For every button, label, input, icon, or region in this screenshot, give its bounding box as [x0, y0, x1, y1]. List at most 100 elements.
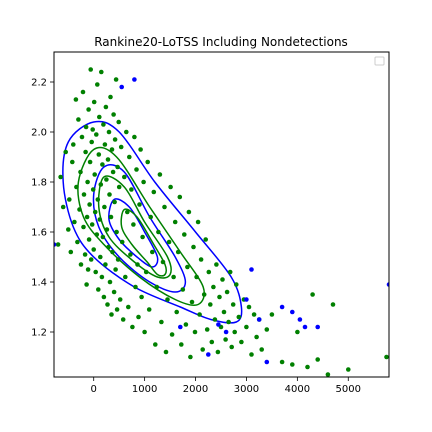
data-point [165, 297, 170, 302]
data-point [192, 329, 198, 335]
data-point [111, 289, 117, 295]
data-point [117, 297, 123, 302]
data-point [109, 147, 115, 152]
data-point [138, 147, 143, 152]
data-point [96, 287, 101, 292]
data-point [124, 129, 129, 135]
data-point [223, 329, 229, 335]
y-axis: 1.2 1.4 1.6 1.8 2.0 2.2 [31, 78, 54, 339]
data-point [119, 239, 125, 245]
data-point [67, 197, 72, 202]
data-point [102, 142, 108, 147]
data-point [251, 312, 257, 317]
data-point [175, 249, 181, 255]
data-point [254, 334, 259, 340]
data-point [92, 209, 98, 215]
data-point [84, 214, 90, 220]
data-point [186, 209, 192, 215]
data-point [204, 327, 210, 332]
y-tick-label: 1.2 [31, 328, 47, 339]
data-point [310, 292, 315, 297]
data-point [249, 352, 254, 357]
data-point [141, 179, 146, 185]
data-point [77, 207, 82, 212]
data-point [111, 112, 116, 117]
data-point [185, 264, 190, 270]
data-point [94, 232, 100, 237]
data-point [54, 242, 57, 247]
data-point [208, 302, 213, 307]
data-point [105, 157, 111, 162]
data-point [118, 144, 124, 150]
data-point [239, 339, 244, 345]
data-point [217, 294, 222, 300]
contour-lines [62, 120, 243, 324]
data-point [163, 349, 169, 355]
data-point [160, 259, 166, 265]
data-point [279, 304, 285, 310]
data-point [295, 329, 300, 335]
data-point [200, 347, 205, 352]
data-point [156, 229, 161, 235]
data-point [168, 184, 173, 190]
data-point [189, 299, 195, 305]
data-point [66, 227, 71, 232]
data-point [83, 149, 88, 155]
data-point [94, 132, 99, 137]
data-point [131, 222, 136, 227]
data-point [97, 114, 102, 120]
data-point [78, 169, 83, 175]
data-point [346, 367, 351, 372]
data-point [221, 309, 227, 315]
data-point [130, 324, 135, 330]
data-point [188, 354, 193, 360]
data-point [230, 302, 236, 307]
data-point [84, 282, 89, 287]
data-point [99, 274, 105, 280]
data-point [264, 327, 270, 332]
data-point [78, 262, 84, 267]
x-tick-label: 1000 [132, 384, 157, 395]
contour-line [77, 146, 206, 306]
data-point [264, 359, 270, 365]
data-point [140, 234, 145, 240]
data-point [101, 294, 107, 300]
data-point [209, 339, 215, 345]
data-point [302, 324, 308, 330]
data-point [179, 342, 184, 347]
data-point [108, 94, 113, 100]
data-point [177, 194, 183, 200]
data-point [115, 257, 121, 262]
data-point [150, 249, 155, 255]
chart-title: Rankine20-LoTSS Including Nondetections [94, 35, 348, 49]
data-point [115, 164, 120, 170]
data-point [120, 317, 126, 322]
data-point [162, 204, 167, 210]
data-point [135, 262, 140, 267]
data-point [148, 214, 153, 220]
data-point [92, 172, 97, 177]
data-point [174, 309, 179, 315]
data-point [224, 289, 230, 295]
contour-line [62, 120, 243, 324]
data-point [89, 222, 95, 227]
data-point [87, 202, 92, 207]
data-point [244, 297, 249, 302]
data-point [114, 229, 119, 235]
data-point [136, 314, 141, 320]
data-point [101, 122, 106, 127]
data-point [232, 329, 237, 335]
data-point [103, 262, 108, 267]
data-point [98, 254, 103, 260]
data-point [211, 284, 216, 290]
data-point [102, 204, 107, 210]
data-point [100, 162, 105, 167]
x-tick-label: 0 [91, 384, 97, 395]
data-point [103, 104, 109, 110]
data-point [83, 124, 89, 130]
data-point [85, 179, 90, 185]
data-point [91, 247, 96, 252]
contour-line [92, 163, 187, 293]
data-point [125, 209, 130, 215]
